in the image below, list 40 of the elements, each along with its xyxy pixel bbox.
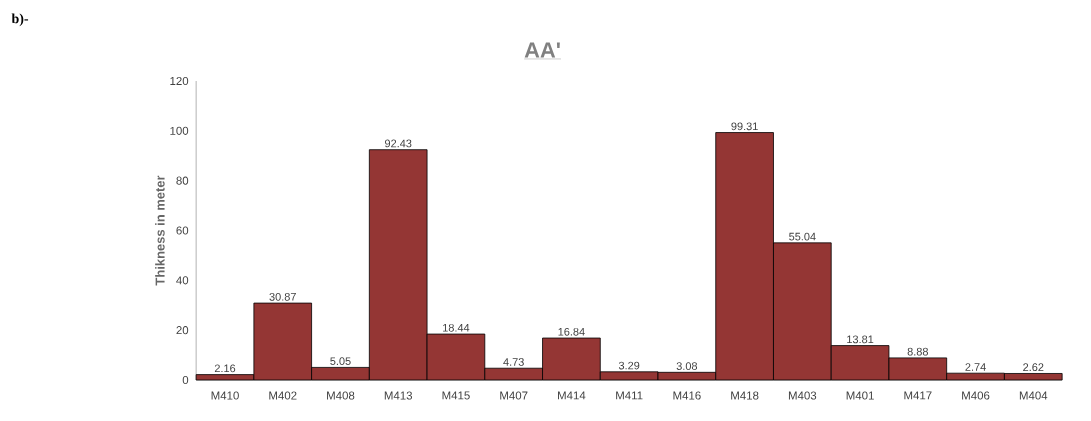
y-tick-label: 120: [170, 76, 189, 86]
data-label: 2.16: [214, 364, 236, 373]
x-tick-label: M410: [211, 391, 239, 400]
data-label: 3.08: [676, 362, 698, 370]
y-tick-label: 80: [176, 176, 189, 185]
data-label: 30.87: [269, 292, 296, 301]
x-tick-label: M418: [731, 391, 759, 400]
x-tick-label: M408: [327, 391, 355, 400]
x-tick-label: M404: [1019, 391, 1048, 400]
x-tick-label: M414: [558, 391, 586, 400]
x-tick-label: M401: [846, 391, 874, 400]
data-label: 8.88: [907, 347, 928, 356]
y-tick-label: 100: [170, 126, 189, 135]
x-tick-label: M413: [384, 391, 413, 400]
chart-title: AA': [524, 42, 560, 58]
y-tick-label: 40: [176, 276, 189, 285]
y-tick-label: 20: [176, 326, 189, 335]
data-label: 92.43: [385, 139, 412, 148]
y-tick-label: 60: [176, 226, 189, 235]
data-label: 55.04: [789, 232, 816, 241]
data-label: 18.44: [443, 323, 470, 332]
x-tick-label: M417: [904, 391, 932, 400]
data-label: 2.62: [1023, 363, 1044, 372]
data-label: 13.81: [847, 335, 874, 344]
text: b)-: [11, 13, 29, 27]
data-label: 99.31: [731, 122, 758, 131]
data-label: 16.84: [558, 327, 585, 336]
x-tick-label: M411: [616, 391, 643, 400]
data-label: 4.73: [503, 358, 524, 366]
x-tick-label: M406: [962, 391, 990, 400]
y-tick-label: 0: [182, 375, 189, 385]
data-label: 2.74: [965, 363, 986, 371]
x-tick-label: M402: [269, 391, 297, 400]
x-tick-label: M407: [500, 391, 528, 400]
x-tick-label: M403: [788, 391, 817, 400]
x-tick-label: M416: [673, 391, 701, 400]
data-label: 3.29: [618, 361, 640, 370]
y-axis-title: Thikness in meter: [155, 175, 165, 286]
x-tick-label: M415: [442, 391, 470, 400]
data-label: 5.05: [330, 357, 351, 366]
